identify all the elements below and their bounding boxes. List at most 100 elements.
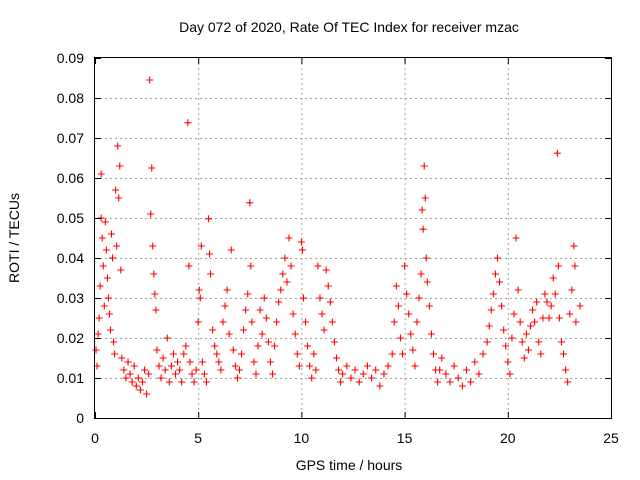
data-point — [152, 306, 160, 314]
data-point — [570, 242, 578, 250]
data-point — [153, 346, 161, 354]
data-point — [132, 382, 140, 390]
data-point — [229, 346, 237, 354]
data-point — [248, 318, 256, 326]
data-point — [169, 350, 177, 358]
data-point — [115, 194, 123, 202]
x-tick-label: 0 — [91, 430, 99, 446]
data-point — [553, 149, 561, 157]
data-point — [496, 278, 504, 286]
data-point — [409, 346, 417, 354]
data-point — [438, 354, 446, 362]
data-point — [225, 330, 233, 338]
data-point — [308, 374, 316, 382]
data-point — [126, 370, 134, 378]
data-point — [442, 370, 450, 378]
data-point — [500, 326, 508, 334]
data-point — [560, 350, 568, 358]
data-point — [388, 350, 396, 358]
data-point — [572, 318, 580, 326]
data-point — [120, 366, 128, 374]
data-point — [113, 242, 121, 250]
data-point — [394, 302, 402, 310]
data-point — [306, 362, 314, 370]
data-point — [312, 366, 320, 374]
data-point — [195, 286, 203, 294]
data-point — [207, 270, 215, 278]
data-point — [266, 358, 274, 366]
data-point — [518, 338, 526, 346]
data-point — [324, 282, 332, 290]
data-point — [302, 318, 310, 326]
chart-title: Day 072 of 2020, Rate Of TEC Index for r… — [179, 19, 519, 35]
data-point — [101, 218, 109, 226]
data-point — [508, 334, 516, 342]
data-point — [399, 350, 407, 358]
data-point — [117, 266, 125, 274]
data-point — [425, 302, 433, 310]
y-tick-label: 0.06 — [57, 170, 84, 186]
data-point — [240, 326, 248, 334]
data-point — [405, 310, 413, 318]
data-point — [98, 234, 106, 242]
data-point — [423, 278, 431, 286]
data-point — [436, 366, 444, 374]
data-point — [283, 278, 291, 286]
data-point — [124, 358, 132, 366]
data-point — [491, 270, 499, 278]
data-point — [347, 374, 355, 382]
data-points — [92, 76, 584, 398]
data-point — [539, 314, 547, 322]
data-point — [411, 362, 419, 370]
data-point — [174, 358, 182, 366]
data-point — [200, 370, 208, 378]
data-point — [176, 366, 184, 374]
data-point — [106, 326, 114, 334]
data-point — [138, 378, 146, 386]
data-point — [487, 306, 495, 314]
data-point — [118, 354, 126, 362]
axis-ticks: 0 5 10 15 20 25 0 0.01 0.02 0.03 0.04 0.05 0.06 0.07 0… — [57, 50, 619, 446]
data-point — [209, 326, 217, 334]
data-point — [390, 318, 398, 326]
data-point — [392, 282, 400, 290]
data-point — [566, 310, 574, 318]
data-point — [134, 374, 142, 382]
x-tick-label: 15 — [397, 430, 413, 446]
data-point — [250, 358, 258, 366]
data-point — [202, 378, 210, 386]
data-point — [562, 366, 570, 374]
data-point — [217, 366, 225, 374]
data-point — [97, 170, 105, 178]
data-point — [351, 366, 359, 374]
data-point — [109, 254, 117, 262]
data-point — [330, 338, 338, 346]
data-point — [401, 262, 409, 270]
data-point — [489, 290, 497, 298]
data-point — [520, 354, 528, 362]
data-point — [450, 362, 458, 370]
data-point — [192, 366, 200, 374]
data-point — [182, 342, 190, 350]
data-point — [275, 298, 283, 306]
data-point — [547, 302, 555, 310]
data-point — [254, 342, 262, 350]
data-point — [427, 330, 435, 338]
data-point — [326, 298, 334, 306]
data-point — [279, 270, 287, 278]
data-point — [545, 314, 553, 322]
data-point — [110, 338, 118, 346]
data-point — [524, 346, 532, 354]
data-point — [148, 164, 156, 172]
data-point — [293, 350, 301, 358]
data-point — [213, 350, 221, 358]
data-point — [116, 162, 124, 170]
data-point — [111, 350, 119, 358]
x-tick-label: 20 — [500, 430, 516, 446]
data-point — [332, 354, 340, 362]
y-tick-label: 0.02 — [57, 330, 84, 346]
data-point — [130, 362, 138, 370]
data-point — [100, 302, 108, 310]
data-point — [219, 318, 227, 326]
data-point — [136, 386, 144, 394]
